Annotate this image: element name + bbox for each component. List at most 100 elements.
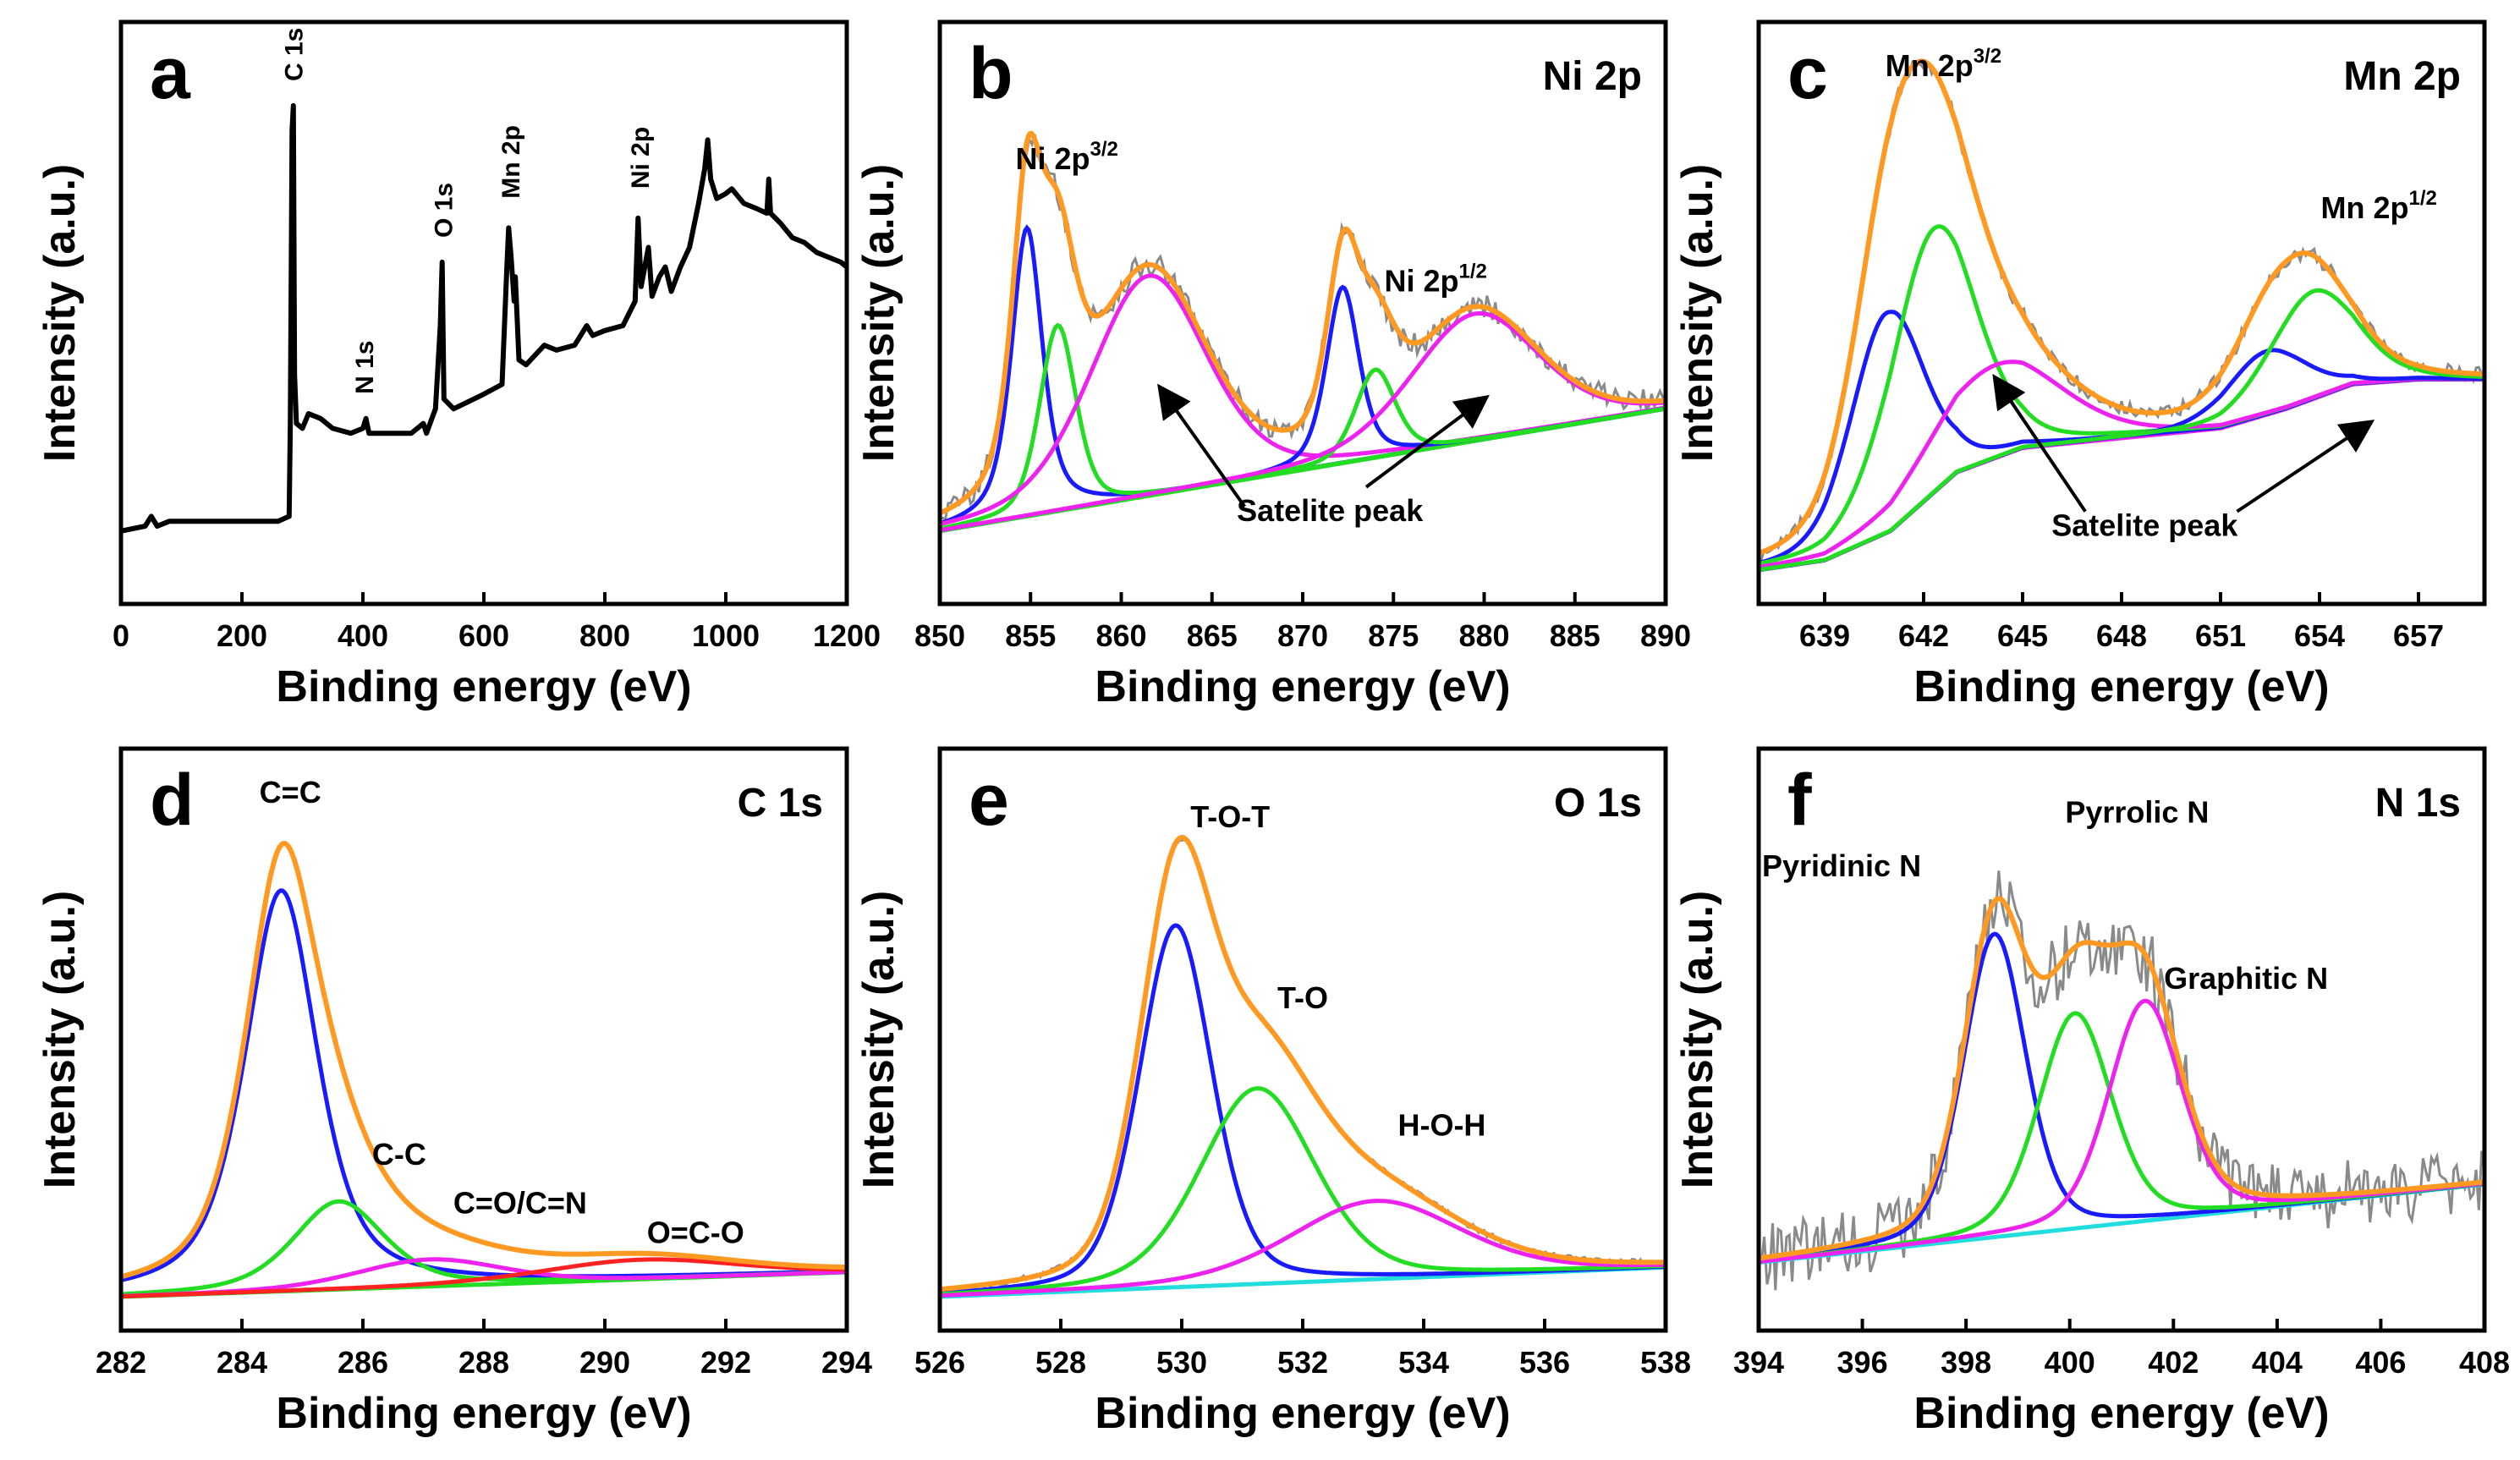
plot-area-d bbox=[121, 841, 847, 1299]
panel-letter-f: f bbox=[1787, 760, 1812, 841]
envelope-d bbox=[121, 841, 847, 1280]
x-tick-label-b: 875 bbox=[1368, 618, 1419, 653]
x-tick-label-f: 396 bbox=[1837, 1345, 1888, 1380]
x-tick-label-e: 532 bbox=[1277, 1345, 1328, 1380]
arrow-b-0 bbox=[1157, 383, 1246, 508]
x-tick-label-c: 654 bbox=[2294, 618, 2345, 653]
panel-b: 850 855 860 865 870 875 880 885 890 Binding energ… bbox=[854, 19, 1691, 711]
x-tick-label-d: 294 bbox=[821, 1345, 872, 1380]
x-tick-label-f: 406 bbox=[2355, 1345, 2406, 1380]
panel-letter-b: b bbox=[969, 33, 1013, 114]
peak-label-e-1: T-O bbox=[1277, 980, 1328, 1015]
y-axis-label-b: Intensity (a.u.) bbox=[854, 164, 903, 462]
x-tick-label-c: 642 bbox=[1898, 618, 1949, 653]
x-tick-label-d: 284 bbox=[217, 1345, 267, 1380]
x-tick-label-c: 648 bbox=[2096, 618, 2147, 653]
plot-area-f bbox=[1759, 870, 2484, 1291]
peak-label-a-2: O 1s bbox=[431, 183, 458, 238]
panel-title-e: O 1s bbox=[1554, 781, 1642, 826]
panel-f: 394 396 398 400 402 404 406 408 Binding energy (… bbox=[1673, 746, 2510, 1438]
peak-label-e-2: H-O-H bbox=[1397, 1107, 1485, 1142]
panel-d: 282 284 286 288 290 292 294 Binding energy (eV)… bbox=[36, 746, 872, 1438]
peak-label-b-2: Satelite peak bbox=[1237, 493, 1424, 528]
x-tick-label-f: 404 bbox=[2252, 1345, 2303, 1380]
panel-title-c: Mn 2p bbox=[2343, 54, 2461, 99]
x-tick-label-e: 536 bbox=[1519, 1345, 1570, 1380]
x-tick-label-e: 538 bbox=[1640, 1345, 1691, 1380]
peak-label-d-2: C=O/C=N bbox=[453, 1186, 587, 1221]
component-b-5 bbox=[940, 310, 1666, 533]
x-tick-label-c: 645 bbox=[1997, 618, 2048, 653]
component-c-2 bbox=[1759, 360, 2484, 570]
x-tick-label-d: 292 bbox=[700, 1345, 751, 1380]
component-c-4 bbox=[1759, 288, 2484, 573]
peak-label-c-1: Mn 2p1/2 bbox=[2321, 187, 2437, 225]
x-axis-label-e: Binding energy (eV) bbox=[1095, 1389, 1510, 1438]
x-tick-label-e: 526 bbox=[914, 1345, 965, 1380]
x-tick-label-f: 394 bbox=[1733, 1345, 1784, 1380]
x-tick-label-a: 400 bbox=[338, 618, 388, 653]
peak-label-b-1: Ni 2p1/2 bbox=[1385, 261, 1487, 299]
x-tick-label-d: 290 bbox=[579, 1345, 630, 1380]
plot-area-b bbox=[940, 130, 1666, 534]
x-tick-label-b: 860 bbox=[1095, 618, 1146, 653]
panel-a: 0 200 400 600 800 1000 1200 Binding energy (eV)… bbox=[36, 19, 881, 711]
panel-title-d: C 1s bbox=[738, 781, 823, 826]
peak-label-d-3: O=C-O bbox=[647, 1215, 744, 1249]
x-tick-label-c: 657 bbox=[2393, 618, 2444, 653]
panel-letter-c: c bbox=[1787, 33, 1828, 114]
x-tick-label-e: 530 bbox=[1156, 1345, 1207, 1380]
component-e-1 bbox=[940, 1086, 1666, 1297]
x-tick-label-f: 402 bbox=[2148, 1345, 2199, 1380]
x-tick-label-b: 880 bbox=[1458, 618, 1509, 653]
x-tick-label-a: 600 bbox=[458, 618, 509, 653]
peak-label-d-0: C=C bbox=[260, 775, 321, 810]
arrow-b-1 bbox=[1364, 394, 1490, 489]
panel-c: 639 642 645 648 651 654 657 Binding energy (eV)… bbox=[1673, 19, 2487, 711]
envelope-b bbox=[940, 130, 1666, 516]
x-tick-label-b: 850 bbox=[914, 618, 965, 653]
x-tick-label-c: 639 bbox=[1799, 618, 1850, 653]
x-tick-label-e: 534 bbox=[1398, 1345, 1449, 1380]
plot-area-e bbox=[940, 834, 1666, 1299]
y-axis-label-a: Intensity (a.u.) bbox=[36, 164, 85, 462]
panel-title-f: N 1s bbox=[2375, 781, 2461, 826]
peak-label-a-4: Ni 2p bbox=[627, 127, 655, 189]
axes-frame-f bbox=[1756, 746, 2487, 1333]
x-tick-label-f: 398 bbox=[1941, 1345, 1991, 1380]
x-tick-label-e: 528 bbox=[1035, 1345, 1086, 1380]
x-axis-label-d: Binding energy (eV) bbox=[276, 1389, 691, 1438]
x-tick-label-b: 855 bbox=[1005, 618, 1056, 653]
x-axis-label-f: Binding energy (eV) bbox=[1913, 1389, 2329, 1438]
x-tick-label-b: 870 bbox=[1277, 618, 1328, 653]
arrow-c-1 bbox=[2236, 420, 2375, 513]
spectrum-survey bbox=[121, 102, 847, 534]
plot-area-c bbox=[1759, 58, 2484, 573]
peak-label-a-0: C 1s bbox=[280, 28, 308, 81]
x-tick-label-a: 1200 bbox=[813, 618, 881, 653]
x-axis-label-c: Binding energy (eV) bbox=[1913, 662, 2329, 711]
x-tick-label-b: 885 bbox=[1550, 618, 1600, 653]
x-tick-label-a: 800 bbox=[579, 618, 630, 653]
component-e-2 bbox=[940, 1199, 1666, 1298]
envelope-c bbox=[1759, 58, 2484, 556]
raw-data-f bbox=[1759, 870, 2484, 1291]
peak-label-a-1: N 1s bbox=[351, 341, 379, 394]
x-tick-label-b: 890 bbox=[1640, 618, 1691, 653]
envelope-e bbox=[940, 834, 1666, 1293]
x-tick-label-d: 282 bbox=[96, 1345, 146, 1380]
panel-letter-d: d bbox=[150, 760, 195, 841]
peak-label-c-0: Mn 2p3/2 bbox=[1886, 45, 2001, 83]
x-tick-label-d: 288 bbox=[458, 1345, 509, 1380]
peak-label-d-1: C-C bbox=[372, 1137, 426, 1172]
peak-label-a-3: Mn 2p bbox=[497, 125, 525, 199]
peak-label-b-0: Ni 2p3/2 bbox=[1015, 138, 1117, 176]
peak-label-f-2: Graphitic N bbox=[2164, 961, 2328, 996]
component-d-3 bbox=[121, 1257, 847, 1299]
x-tick-label-a: 1000 bbox=[692, 618, 760, 653]
x-axis-label-b: Binding energy (eV) bbox=[1095, 662, 1510, 711]
y-axis-label-f: Intensity (a.u.) bbox=[1673, 891, 1722, 1188]
panel-title-b: Ni 2p bbox=[1543, 54, 1642, 99]
y-axis-label-d: Intensity (a.u.) bbox=[36, 891, 85, 1188]
